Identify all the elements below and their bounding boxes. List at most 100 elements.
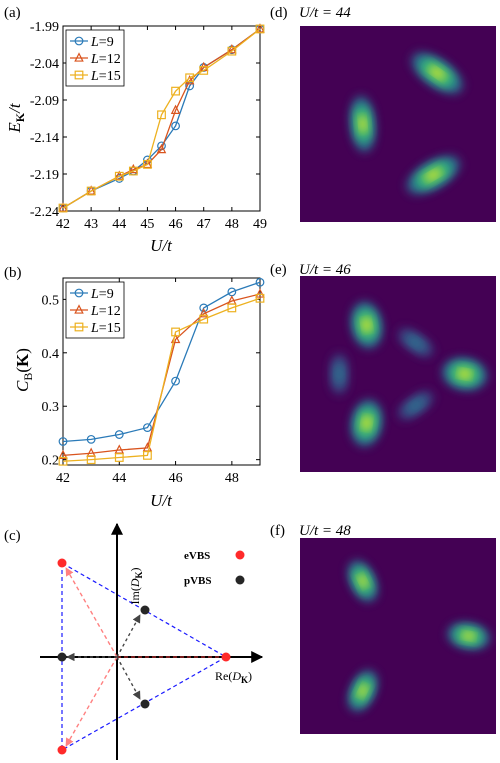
heatmap-peak bbox=[351, 301, 383, 349]
data-point bbox=[114, 453, 124, 462]
evbs-arrow-up bbox=[65, 567, 118, 658]
data-point bbox=[199, 314, 209, 324]
legend-pvbs-label: pVBS bbox=[184, 575, 212, 587]
x-tick-label: 46 bbox=[169, 217, 183, 232]
data-point bbox=[128, 163, 139, 174]
legend-label: L=9 bbox=[90, 287, 114, 302]
pvbs-point bbox=[57, 652, 67, 662]
peak-contour bbox=[363, 320, 370, 330]
data-point bbox=[185, 73, 195, 83]
x-axis-label-a: U/t bbox=[150, 236, 173, 255]
peak-contour bbox=[464, 633, 473, 639]
data-point bbox=[199, 65, 209, 75]
data-point bbox=[156, 143, 167, 154]
x-tick-label: 42 bbox=[56, 217, 70, 232]
data-point bbox=[143, 450, 152, 460]
data-point bbox=[114, 171, 124, 181]
heatmap-background bbox=[300, 26, 496, 222]
heatmap-peak bbox=[351, 399, 383, 447]
data-point bbox=[170, 104, 181, 115]
legend-evbs-label: eVBS bbox=[184, 550, 210, 562]
data-point bbox=[255, 23, 265, 33]
re-axis-label: Re(DK) bbox=[215, 669, 252, 685]
legend-label: L=15 bbox=[90, 69, 121, 84]
x-tick-label: 42 bbox=[56, 471, 70, 486]
pvbs-arrow-up bbox=[116, 614, 141, 658]
series-line-L9 bbox=[62, 281, 261, 443]
y-tick-label: 0.4 bbox=[42, 347, 60, 362]
plot-frame-b bbox=[62, 277, 261, 466]
x-tick-label: 47 bbox=[197, 217, 211, 232]
evbs-point bbox=[57, 558, 67, 568]
data-point bbox=[86, 434, 96, 444]
legend-marker bbox=[74, 70, 84, 80]
data-point bbox=[255, 277, 265, 287]
legend-marker bbox=[74, 322, 84, 332]
heatmap-peak bbox=[442, 358, 488, 390]
peak-contour bbox=[460, 370, 470, 378]
panel-label-c: (c) bbox=[4, 528, 21, 544]
x-tick-label: 46 bbox=[169, 471, 183, 486]
panel-label-d: (d) bbox=[270, 5, 288, 21]
plot-frame-a bbox=[62, 25, 261, 212]
heatmap-peak bbox=[398, 328, 434, 357]
series-line-L15 bbox=[62, 297, 261, 462]
data-point bbox=[227, 303, 237, 313]
peak-contour bbox=[363, 418, 370, 428]
heatmap-title-d: U/t = 44 bbox=[299, 5, 351, 21]
x-tick-label: 48 bbox=[225, 471, 239, 486]
evbs-point bbox=[57, 745, 67, 755]
heatmap-peak bbox=[447, 623, 490, 649]
legend-label: L=15 bbox=[90, 321, 121, 336]
x-tick-label: 44 bbox=[112, 217, 126, 232]
series-line-L15 bbox=[62, 28, 261, 209]
heatmap-e bbox=[300, 276, 496, 472]
peak-contour bbox=[409, 400, 422, 411]
svg-text:CB(K): CB(K) bbox=[13, 348, 35, 392]
data-point bbox=[58, 456, 68, 466]
legend-label: L=12 bbox=[90, 304, 121, 319]
y-tick-label: -2.04 bbox=[30, 57, 59, 72]
data-point bbox=[255, 24, 265, 34]
data-point bbox=[58, 203, 68, 213]
y-tick-label: -2.09 bbox=[30, 94, 59, 109]
chart-b: 42 44 46 48 0.2 0.3 0.4 0.5 L=9 L=12 L=15 U/t CB(… bbox=[13, 277, 265, 510]
pvbs-point bbox=[140, 605, 150, 615]
legend-marker bbox=[74, 52, 84, 62]
data-point bbox=[171, 376, 180, 386]
y-tick-label: -2.14 bbox=[30, 131, 59, 146]
heatmap-title-f: U/t = 48 bbox=[299, 523, 351, 539]
data-point bbox=[114, 444, 125, 454]
legend-pvbs-marker bbox=[235, 575, 245, 585]
pvbs-point bbox=[140, 699, 150, 709]
data-point bbox=[171, 327, 180, 337]
heatmap-d bbox=[300, 26, 496, 222]
peak-contour bbox=[432, 68, 443, 78]
x-tick-label: 44 bbox=[112, 471, 126, 486]
legend-marker bbox=[74, 304, 84, 314]
legend-label: L=9 bbox=[90, 35, 114, 50]
y-tick-label: 0.3 bbox=[42, 400, 60, 415]
legend-marker bbox=[74, 288, 84, 298]
panel-label-e: (e) bbox=[270, 262, 287, 278]
svg-text:EK/t: EK/t bbox=[5, 102, 27, 133]
peak-contour bbox=[409, 337, 422, 348]
svg-text:Im(DK): Im(DK) bbox=[128, 567, 144, 604]
data-point bbox=[128, 166, 138, 176]
y-axis-label-b: CB(K) bbox=[13, 348, 35, 392]
heatmap-peak bbox=[411, 52, 463, 94]
y-tick-label: -2.24 bbox=[30, 205, 59, 220]
heatmap-peak bbox=[330, 353, 349, 395]
data-point bbox=[58, 449, 68, 460]
peak-contour bbox=[359, 686, 366, 695]
heatmap-f bbox=[300, 538, 496, 734]
panel-label-b: (b) bbox=[4, 265, 22, 281]
data-point bbox=[227, 46, 237, 56]
heatmap-peak bbox=[350, 95, 375, 153]
pvbs-arrow-down bbox=[116, 656, 141, 700]
panel-label-a: (a) bbox=[4, 5, 21, 21]
heatmap-peak bbox=[398, 391, 434, 420]
legend-evbs-marker bbox=[235, 550, 245, 560]
evbs-arrow-down bbox=[65, 656, 118, 747]
data-point bbox=[255, 288, 265, 298]
